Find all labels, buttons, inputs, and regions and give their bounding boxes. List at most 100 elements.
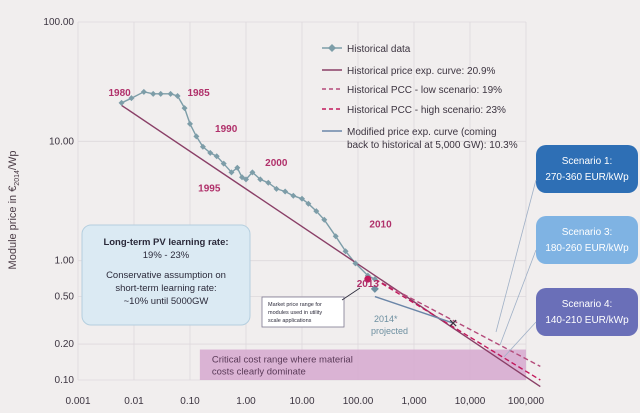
historical-point-25 [305, 200, 312, 207]
market-note-line-2: modules used in utility [268, 310, 322, 316]
learning-assumption-3: ~10% until 5000GW [124, 296, 209, 307]
critical-range-band [199, 349, 526, 380]
year-label-2000: 2000 [265, 158, 288, 169]
scenario-4-bg [536, 288, 638, 336]
x-tick-label: 100.00 [343, 396, 374, 407]
historical-point-0 [118, 99, 125, 106]
axis-ticks: 0.001 0.01 0.10 1.00 10.00 100.00 1,000 10,000 1… [43, 17, 544, 407]
y-tick-label: 0.20 [55, 339, 75, 350]
scenario-4-range: 140-210 EUR/kWp [545, 315, 629, 326]
learning-rate-title: Long-term PV learning rate: [103, 237, 228, 248]
y-tick-label: 1.00 [55, 256, 75, 267]
series-line-2 [374, 278, 541, 368]
x-tick-label: 10,000 [455, 396, 486, 407]
legend: Historical data Historical price exp. cu… [322, 44, 518, 151]
learning-assumption-1: Conservative assumption on [106, 270, 226, 281]
year-labels: 1980 1985 1990 1995 2000 2010 2013 [108, 88, 392, 290]
scenario-1-title: Scenario 1: [562, 156, 613, 167]
x-tick-label: 100,000 [508, 396, 545, 407]
series-line-4 [374, 295, 454, 324]
historical-point-19 [257, 176, 264, 183]
year-label-2010: 2010 [369, 219, 392, 230]
historical-point-3 [150, 90, 157, 97]
historical-point-15 [234, 164, 241, 171]
legend-label-high: Historical PCC - high scenario: 23% [347, 105, 506, 116]
year-label-1980: 1980 [108, 88, 131, 99]
legend-label-modified-2: back to historical at 5,000 GW): 10.3% [347, 140, 518, 151]
historical-point-2 [140, 88, 147, 95]
historical-point-8 [187, 120, 193, 127]
historical-point-4 [157, 90, 164, 97]
scenario-connectors [495, 179, 537, 358]
historical-point-14 [228, 169, 235, 176]
y-tick-label: 0.10 [55, 375, 75, 386]
year-label-2013: 2013 [357, 279, 380, 290]
historical-point-30 [352, 260, 359, 267]
critical-range-label-2: costs clearly dominate [212, 367, 306, 378]
historical-point-32 [371, 276, 378, 283]
historical-point-27 [321, 216, 328, 223]
year-label-1995: 1995 [198, 183, 221, 194]
critical-range-label-1: Critical cost range where material [212, 355, 353, 366]
learning-assumption-2: short-term learning rate: [115, 283, 216, 294]
learning-rate-box-bg [81, 224, 251, 326]
year-label-1990: 1990 [215, 124, 238, 135]
legend-label-exp-curve: Historical price exp. curve: 20.9% [347, 66, 496, 77]
scenario-1-connector [495, 179, 537, 333]
historical-point-28 [332, 233, 339, 240]
historical-point-11 [207, 149, 214, 156]
scenario-3-title: Scenario 3: [562, 227, 613, 238]
scenario-1-bg [536, 145, 638, 193]
x-tick-label: 0.001 [65, 396, 90, 407]
scenario-1-range: 270-360 EUR/kWp [545, 172, 629, 183]
market-note-pointer [341, 287, 361, 301]
market-price-note: Market price range for modules used in u… [261, 287, 361, 328]
learning-rate-box: Long-term PV learning rate: 19% - 23% Co… [81, 224, 251, 326]
market-note-box [261, 296, 345, 328]
series-line-3 [374, 278, 541, 381]
market-note-line-3: scale applications [268, 318, 312, 324]
legend-label-modified-1: Modified price exp. curve (coming [347, 127, 497, 138]
historical-point-21 [273, 185, 280, 192]
historical-point-12 [213, 153, 220, 160]
historical-point-18 [249, 169, 256, 176]
scenario-4-title: Scenario 4: [562, 299, 613, 310]
historical-point-10 [199, 143, 206, 150]
critical-range-layer: Critical cost range where materialcosts … [199, 349, 526, 380]
scenario-3-range: 180-260 EUR/kWp [545, 243, 629, 254]
x-tick-label: 10.00 [289, 396, 314, 407]
x-tick-label: 1,000 [401, 396, 426, 407]
historical-point-24 [299, 195, 305, 202]
y-axis-label: Module price in €2014/Wp [7, 151, 21, 270]
scenario-4-box: Scenario 4: 140-210 EUR/kWp [536, 288, 638, 336]
historical-point-23 [290, 192, 297, 199]
x-tick-label: 0.10 [180, 396, 200, 407]
y-tick-label: 10.00 [49, 136, 74, 147]
legend-marker-historical [328, 44, 336, 52]
historical-points [118, 88, 457, 327]
historical-point-5 [167, 90, 174, 97]
year-label-1985: 1985 [187, 88, 210, 99]
projected-year-label: 2014* [374, 314, 398, 324]
legend-label-low: Historical PCC - low scenario: 19% [347, 85, 502, 96]
historical-point-29 [342, 248, 349, 255]
y-tick-label: 0.50 [55, 292, 75, 303]
scenario-1-box: Scenario 1: 270-360 EUR/kWp [536, 145, 638, 193]
x-tick-label: 1.00 [236, 396, 256, 407]
scenario-3-connector [499, 249, 537, 346]
historical-point-20 [265, 179, 272, 186]
legend-label-historical: Historical data [347, 44, 411, 55]
series-line-1 [121, 104, 541, 388]
historical-point-9 [193, 133, 200, 140]
historical-point-7 [181, 105, 188, 112]
marker-2014-projected [370, 284, 379, 293]
x-tick-label: 0.01 [124, 396, 144, 407]
projected-label: projected [371, 326, 408, 336]
marker-2013 [364, 275, 372, 283]
historical-point-6 [174, 92, 181, 99]
historical-point-17 [243, 176, 249, 183]
scenario-3-box: Scenario 3: 180-260 EUR/kWp [536, 216, 638, 264]
historical-point-22 [282, 188, 289, 195]
historical-point-26 [313, 208, 320, 215]
